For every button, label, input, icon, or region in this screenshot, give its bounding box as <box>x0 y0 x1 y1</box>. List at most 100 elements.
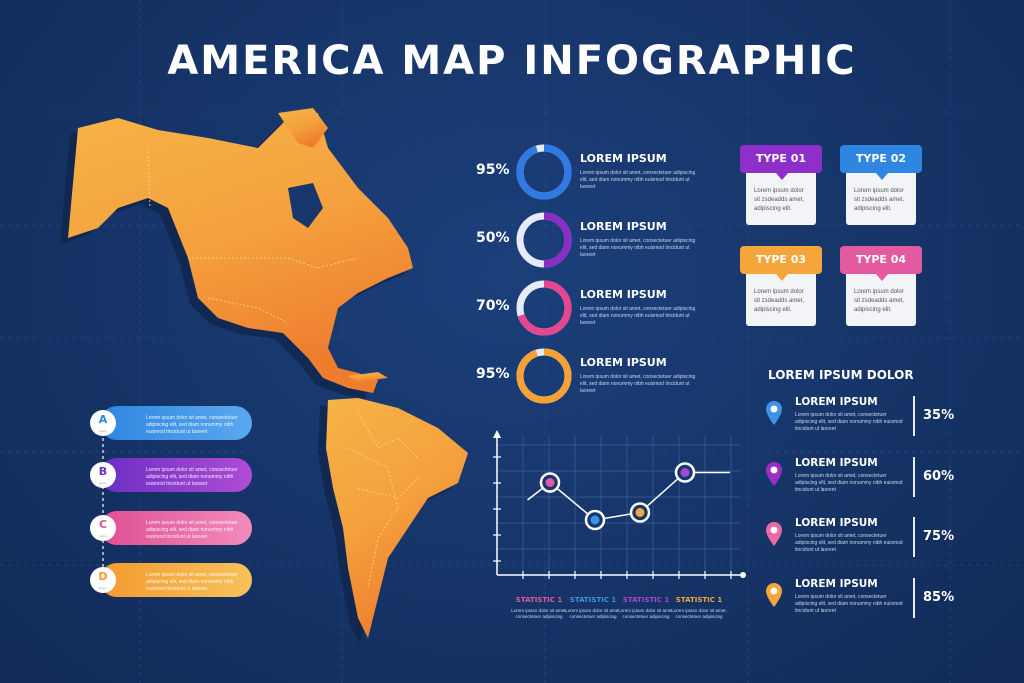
type-card-02[interactable]: Lorem ipsum dolor sit zsdeadds amet, adi… <box>840 145 922 225</box>
ring-1-chart <box>516 144 572 200</box>
pill-a-sub: lorem <box>99 429 107 433</box>
chart-label-4-text: Lorem ipsum dolor sit amet, consectetuer… <box>671 608 727 619</box>
ring-2-arc <box>516 212 572 268</box>
stat-2-percent: 60% <box>923 469 955 484</box>
chart-label-2: STATISTIC 1 <box>569 596 617 604</box>
location-pin-icon <box>766 462 782 486</box>
ring-4-percent: 95% <box>476 366 510 382</box>
pill-c-sub: lorem <box>99 534 107 538</box>
ring-1-arc <box>516 144 572 200</box>
stat-row-1: LOREM IPSUM Lorem ipsum dolor sit amet, … <box>765 396 995 452</box>
location-pin-icon <box>766 583 782 607</box>
stat-2-text: Lorem ipsum dolor sit amet, consectetuer… <box>795 473 903 493</box>
pill-connector-line <box>102 420 104 580</box>
pill-c-text: Lorem ipsum dolor sit amet, consectetuer… <box>146 520 238 540</box>
stat-4-percent: 85% <box>923 590 955 605</box>
chart-label-1: STATISTIC 1 <box>515 596 563 604</box>
pill-b-sub: lorem <box>99 481 107 485</box>
stat-3-text: Lorem ipsum dolor sit amet, consectetuer… <box>795 533 903 553</box>
ring-3-percent: 70% <box>476 298 510 314</box>
ring-row-2: 50% LOREM IPSUM Lorem ipsum dolor sit am… <box>470 208 710 272</box>
type-card-03[interactable]: Lorem ipsum dolor sit zsdeadds amet, adi… <box>740 246 822 326</box>
x-axis-end-dot <box>740 572 746 578</box>
location-pin-icon <box>766 522 782 546</box>
stat-1-heading: LOREM IPSUM <box>795 396 878 408</box>
ring-4-chart <box>516 348 572 404</box>
stat-4-divider <box>913 578 915 618</box>
y-axis-arrow-icon <box>493 430 501 438</box>
ring-1-percent: 95% <box>476 162 510 178</box>
stat-row-3: LOREM IPSUM Lorem ipsum dolor sit amet, … <box>765 517 995 573</box>
chart-label-3: STATISTIC 1 <box>622 596 670 604</box>
stat-2-heading: LOREM IPSUM <box>795 457 878 469</box>
stat-1-divider <box>913 396 915 436</box>
stat-4-text: Lorem ipsum dolor sit amet, consectetuer… <box>795 594 903 614</box>
type-card-03-text: Lorem ipsum dolor sit zsdeadds amet, adi… <box>746 274 816 326</box>
ring-2-text: Lorem ipsum dolor sit amet, consectetuer… <box>580 238 696 258</box>
pill-b-text: Lorem ipsum dolor sit amet, consectetuer… <box>146 467 238 487</box>
chart-label-4: STATISTIC 1 <box>675 596 723 604</box>
pill-c-letter: C <box>98 518 108 531</box>
stat-4-heading: LOREM IPSUM <box>795 578 878 590</box>
chart-label-2-text: Lorem ipsum dolor sit amet, consectetuer… <box>565 608 621 619</box>
ring-3-text: Lorem ipsum dolor sit amet, consectetuer… <box>580 306 696 326</box>
pill-d-badge[interactable]: D lorem <box>90 567 116 593</box>
pill-d-sub: lorem <box>99 586 107 590</box>
type-card-03-label: TYPE 03 <box>740 246 822 281</box>
type-card-04-label: TYPE 04 <box>840 246 922 281</box>
page-title: AMERICA MAP INFOGRAPHIC <box>167 38 857 84</box>
pill-d-text: Lorem ipsum dolor sit amet, consectetuer… <box>146 572 238 592</box>
chart-point-1 <box>545 478 555 487</box>
chart-point-4 <box>680 468 690 477</box>
ring-2-percent: 50% <box>476 230 510 246</box>
ring-2-chart <box>516 212 572 268</box>
pill-a: Lorem ipsum dolor sit amet, consectetuer… <box>100 406 252 440</box>
chart-label-1-text: Lorem ipsum dolor sit amet, consectetuer… <box>511 608 567 619</box>
stat-row-4: LOREM IPSUM Lorem ipsum dolor sit amet, … <box>765 578 995 634</box>
pill-a-badge[interactable]: A lorem <box>90 410 116 436</box>
ring-row-1: 95% LOREM IPSUM Lorem ipsum dolor sit am… <box>470 140 710 204</box>
chart-label-3-text: Lorem ipsum dolor sit amet, consectetuer… <box>618 608 674 619</box>
ring-4-arc <box>516 348 572 404</box>
stats-title: LOREM IPSUM DOLOR <box>768 368 914 382</box>
type-card-02-text: Lorem ipsum dolor sit zsdeadds amet, adi… <box>846 173 916 225</box>
ring-2-heading: LOREM IPSUM <box>580 220 667 233</box>
type-card-04[interactable]: Lorem ipsum dolor sit zsdeadds amet, adi… <box>840 246 922 326</box>
ring-3-chart <box>516 280 572 336</box>
line-chart <box>493 430 746 579</box>
pill-a-text: Lorem ipsum dolor sit amet, consectetuer… <box>146 415 238 435</box>
ring-1-heading: LOREM IPSUM <box>580 152 667 165</box>
chart-point-3 <box>635 508 645 517</box>
type-card-02-label: TYPE 02 <box>840 145 922 180</box>
ring-1-text: Lorem ipsum dolor sit amet, consectetuer… <box>580 170 696 190</box>
stat-3-divider <box>913 517 915 557</box>
stat-row-2: LOREM IPSUM Lorem ipsum dolor sit amet, … <box>765 457 995 513</box>
pill-c: Lorem ipsum dolor sit amet, consectetuer… <box>100 511 252 545</box>
stat-2-divider <box>913 457 915 497</box>
ring-4-text: Lorem ipsum dolor sit amet, consectetuer… <box>580 374 696 394</box>
ring-row-4: 95% LOREM IPSUM Lorem ipsum dolor sit am… <box>470 344 710 408</box>
chart-point-2 <box>590 515 600 525</box>
ring-3-arc <box>516 280 572 336</box>
pill-b-letter: B <box>98 465 108 478</box>
ring-3-heading: LOREM IPSUM <box>580 288 667 301</box>
americas-map <box>60 108 468 644</box>
ring-row-3: 70% LOREM IPSUM Lorem ipsum dolor sit am… <box>470 276 710 340</box>
type-card-01-label: TYPE 01 <box>740 145 822 180</box>
pill-b: Lorem ipsum dolor sit amet, consectetuer… <box>100 458 252 492</box>
stat-1-text: Lorem ipsum dolor sit amet, consectetuer… <box>795 412 903 432</box>
pill-b-badge[interactable]: B lorem <box>90 462 116 488</box>
pill-d: Lorem ipsum dolor sit amet, consectetuer… <box>100 563 252 597</box>
type-card-04-text: Lorem ipsum dolor sit zsdeadds amet, adi… <box>846 274 916 326</box>
north-america-shape <box>68 113 413 393</box>
stat-3-heading: LOREM IPSUM <box>795 517 878 529</box>
type-card-01[interactable]: Lorem ipsum dolor sit zsdeadds amet, adi… <box>740 145 822 225</box>
location-pin-icon <box>766 401 782 425</box>
pill-c-badge[interactable]: C lorem <box>90 515 116 541</box>
stat-1-percent: 35% <box>923 408 955 423</box>
pill-a-letter: A <box>98 413 108 426</box>
stat-3-percent: 75% <box>923 529 955 544</box>
pill-d-letter: D <box>98 570 108 583</box>
type-card-01-text: Lorem ipsum dolor sit zsdeadds amet, adi… <box>746 173 816 225</box>
south-america-shape <box>326 398 468 638</box>
